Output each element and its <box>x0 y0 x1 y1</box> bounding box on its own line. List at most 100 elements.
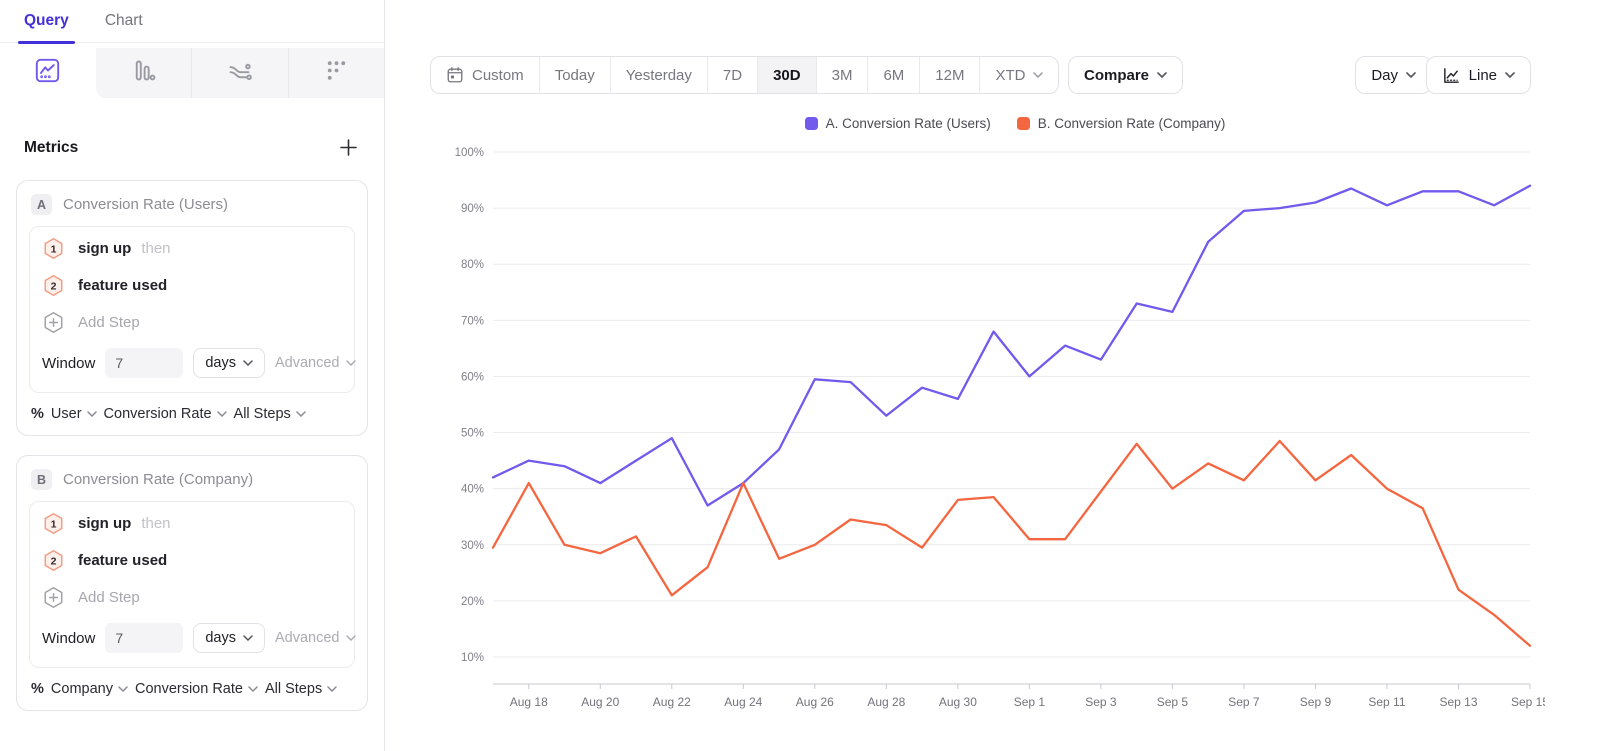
flows-icon <box>226 57 253 89</box>
metric-title-b[interactable]: Conversion Rate (Company) <box>63 471 254 488</box>
x-axis-label: Sep 11 <box>1368 695 1405 709</box>
series-line-b <box>491 439 1532 647</box>
steps-scope-dropdown[interactable]: All Steps <box>234 406 306 422</box>
step-event-name[interactable]: feature used <box>78 552 168 569</box>
y-axis-label: 100% <box>455 147 484 159</box>
x-axis-label: Sep 7 <box>1228 695 1260 709</box>
metric-title-a[interactable]: Conversion Rate (Users) <box>63 196 229 213</box>
add-step-button[interactable]: Add Step <box>30 579 354 616</box>
series-line-a <box>491 184 1532 507</box>
x-axis-label: Aug 30 <box>939 695 977 709</box>
x-axis-label: Aug 18 <box>510 695 548 709</box>
add-step-hexagon-plus-icon <box>44 587 63 608</box>
line-chart-area[interactable]: 100% 90% 80% 70% 60% 50% 40% 30% 20% 10% Aug 18 Aug… <box>440 140 1550 720</box>
metrics-title: Metrics <box>24 138 79 156</box>
x-axis-label: Sep 5 <box>1157 695 1189 709</box>
y-axis-label: 20% <box>461 596 484 608</box>
entity-dropdown[interactable]: User <box>51 406 97 422</box>
x-axis-label: Aug 20 <box>581 695 619 709</box>
chart-type-retention[interactable] <box>287 48 384 98</box>
window-label: Window <box>42 629 96 647</box>
svg-text:2: 2 <box>51 555 57 567</box>
range-12m[interactable]: 12M <box>920 57 981 93</box>
step-connector: then <box>141 515 171 532</box>
y-axis-label: 90% <box>461 203 484 215</box>
step-number-hexagon: 1 <box>44 513 63 534</box>
chevron-down-icon <box>1406 72 1416 78</box>
step-row[interactable]: 1 sign up then <box>30 230 354 267</box>
metric-card-b-header: B Conversion Rate (Company) <box>17 456 367 501</box>
window-value-input[interactable] <box>105 348 184 378</box>
tab-chart[interactable]: Chart <box>105 0 143 43</box>
window-unit-dropdown[interactable]: days <box>193 348 265 378</box>
window-unit-dropdown[interactable]: days <box>193 623 265 653</box>
svg-text:1: 1 <box>51 243 57 255</box>
chevron-down-icon <box>1505 72 1515 78</box>
range-custom[interactable]: Custom <box>431 57 540 93</box>
chevron-down-icon <box>296 411 306 417</box>
y-axis-label: 10% <box>461 652 484 664</box>
range-30d[interactable]: 30D <box>758 57 817 93</box>
add-step-label: Add Step <box>78 589 140 606</box>
sidebar-tab-bar: Query Chart <box>0 0 384 44</box>
range-today[interactable]: Today <box>540 57 611 93</box>
step-event-name[interactable]: sign up <box>78 515 132 532</box>
chevron-down-icon <box>327 686 337 692</box>
metric-card-a: A Conversion Rate (Users) 1 sign up then… <box>16 180 368 436</box>
y-axis-label: 60% <box>461 371 484 383</box>
legend-item-series-b[interactable]: B. Conversion Rate (Company) <box>1016 116 1225 131</box>
metric-badge-b: B <box>31 469 52 490</box>
chart-type-flows[interactable] <box>191 48 288 98</box>
x-axis-label: Aug 22 <box>653 695 691 709</box>
series-a-swatch <box>804 117 818 130</box>
step-row[interactable]: 2 feature used <box>30 542 354 579</box>
range-7d[interactable]: 7D <box>708 57 759 93</box>
svg-text:2: 2 <box>51 280 57 292</box>
step-row[interactable]: 2 feature used <box>30 267 354 304</box>
chevron-down-icon <box>1033 72 1044 78</box>
step-connector: then <box>141 240 171 257</box>
steps-box-b: 1 sign up then 2 feature used <box>29 501 356 668</box>
add-step-button[interactable]: Add Step <box>30 304 354 341</box>
step-row[interactable]: 1 sign up then <box>30 505 354 542</box>
add-step-label: Add Step <box>78 314 140 331</box>
query-sidebar: Query Chart <box>0 0 385 751</box>
y-axis-label: 40% <box>461 484 484 496</box>
granularity-dropdown[interactable]: Day <box>1355 56 1432 94</box>
range-3m[interactable]: 3M <box>817 57 869 93</box>
entity-dropdown[interactable]: Company <box>51 681 128 697</box>
range-yesterday[interactable]: Yesterday <box>611 57 708 93</box>
tab-query[interactable]: Query <box>18 0 75 44</box>
step-number-hexagon: 2 <box>44 275 63 296</box>
x-axis-label: Aug 28 <box>867 695 905 709</box>
chart-type-bars[interactable] <box>95 48 191 98</box>
range-xtd[interactable]: XTD <box>980 57 1058 93</box>
window-value-input[interactable] <box>105 623 184 653</box>
metrics-header: Metrics <box>0 138 384 157</box>
step-event-name[interactable]: feature used <box>78 277 168 294</box>
y-axis-label: 80% <box>461 259 484 271</box>
chevron-down-icon <box>1157 72 1167 78</box>
x-axis-label: Sep 13 <box>1439 695 1477 709</box>
series-b-swatch <box>1016 117 1030 130</box>
step-event-name[interactable]: sign up <box>78 240 132 257</box>
metric-card-a-header: A Conversion Rate (Users) <box>17 181 367 226</box>
advanced-dropdown[interactable]: Advanced <box>275 630 356 646</box>
range-6m[interactable]: 6M <box>868 57 921 93</box>
x-axis-label: Sep 3 <box>1085 695 1117 709</box>
measure-dropdown[interactable]: Conversion Rate <box>135 681 258 697</box>
chart-type-insights[interactable] <box>0 48 96 98</box>
chart-style-dropdown[interactable]: Line <box>1425 56 1531 94</box>
calendar-icon <box>447 67 463 83</box>
chart-legend: A. Conversion Rate (Users) B. Conversion… <box>485 116 1545 131</box>
legend-item-series-a[interactable]: A. Conversion Rate (Users) <box>804 116 991 131</box>
advanced-dropdown[interactable]: Advanced <box>275 355 356 371</box>
x-axis-label: Sep 1 <box>1014 695 1046 709</box>
compare-button[interactable]: Compare <box>1068 56 1184 94</box>
measure-dropdown[interactable]: Conversion Rate <box>104 406 227 422</box>
add-metric-button[interactable] <box>339 138 358 157</box>
add-step-hexagon-plus-icon <box>44 312 63 333</box>
x-axis-label: Sep 9 <box>1300 695 1332 709</box>
tab-chart-label: Chart <box>104 12 143 29</box>
steps-scope-dropdown[interactable]: All Steps <box>265 681 337 697</box>
